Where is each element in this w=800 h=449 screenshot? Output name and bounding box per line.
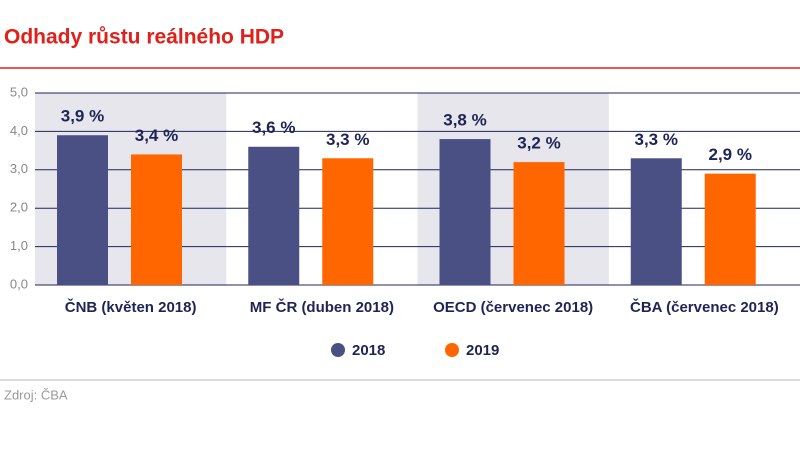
value-label: 3,6 % — [252, 118, 295, 137]
legend-marker — [445, 343, 459, 357]
bar — [439, 139, 491, 285]
y-tick-label: 4,0 — [10, 123, 28, 138]
bar — [248, 146, 300, 285]
x-tick-label: ČBA (červenec 2018) — [630, 298, 779, 316]
source: Zdroj: ČBA — [4, 387, 68, 402]
value-label: 3,9 % — [61, 107, 104, 126]
bar — [704, 173, 756, 285]
value-label: 2,9 % — [709, 145, 752, 164]
bar — [131, 154, 182, 285]
bar — [322, 158, 374, 285]
chart-title: Odhady růstu reálného HDP — [4, 26, 284, 49]
y-tick-label: 2,0 — [10, 200, 28, 215]
x-tick-label: ČNB (květen 2018) — [65, 298, 197, 316]
legend-label: 2018 — [352, 342, 385, 359]
legend-label: 2019 — [466, 342, 499, 359]
value-label: 3,3 % — [326, 130, 369, 149]
x-tick-label: OECD (červenec 2018) — [433, 299, 593, 316]
x-tick-label: MF ČR (duben 2018) — [250, 298, 394, 316]
y-tick-label: 5,0 — [10, 84, 28, 99]
bar — [630, 158, 682, 285]
value-label: 3,8 % — [443, 111, 486, 130]
y-tick-label: 1,0 — [10, 238, 28, 253]
y-tick-label: 3,0 — [10, 161, 28, 176]
y-tick-label: 0,0 — [10, 276, 28, 291]
legend-marker — [331, 343, 345, 357]
value-label: 3,2 % — [517, 134, 560, 153]
value-label: 3,4 % — [135, 126, 178, 145]
bar — [57, 135, 108, 285]
value-label: 3,3 % — [635, 130, 678, 149]
bar — [513, 162, 565, 285]
